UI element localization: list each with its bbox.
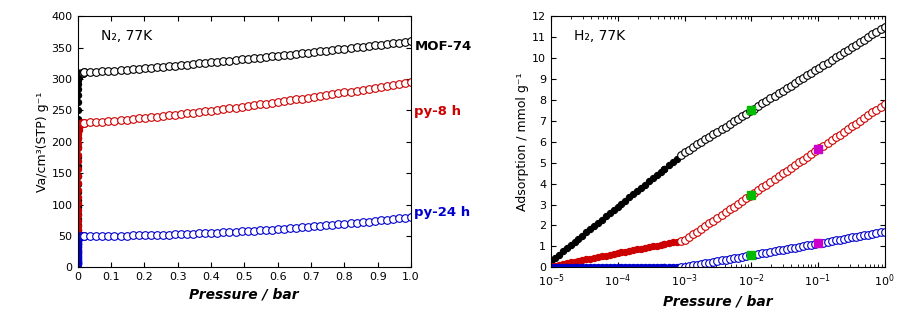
X-axis label: Pressure / bar: Pressure / bar: [662, 294, 772, 308]
Text: py-8 h: py-8 h: [414, 105, 461, 118]
Text: N₂, 77K: N₂, 77K: [101, 29, 152, 43]
Text: MOF-74: MOF-74: [414, 40, 471, 53]
Text: H₂, 77K: H₂, 77K: [574, 29, 625, 43]
Text: py-24 h: py-24 h: [414, 206, 470, 219]
Y-axis label: Adsorption / mmol g⁻¹: Adsorption / mmol g⁻¹: [516, 73, 528, 211]
Y-axis label: Va/cm³(STP) g⁻¹: Va/cm³(STP) g⁻¹: [36, 92, 48, 192]
X-axis label: Pressure / bar: Pressure / bar: [189, 288, 299, 302]
